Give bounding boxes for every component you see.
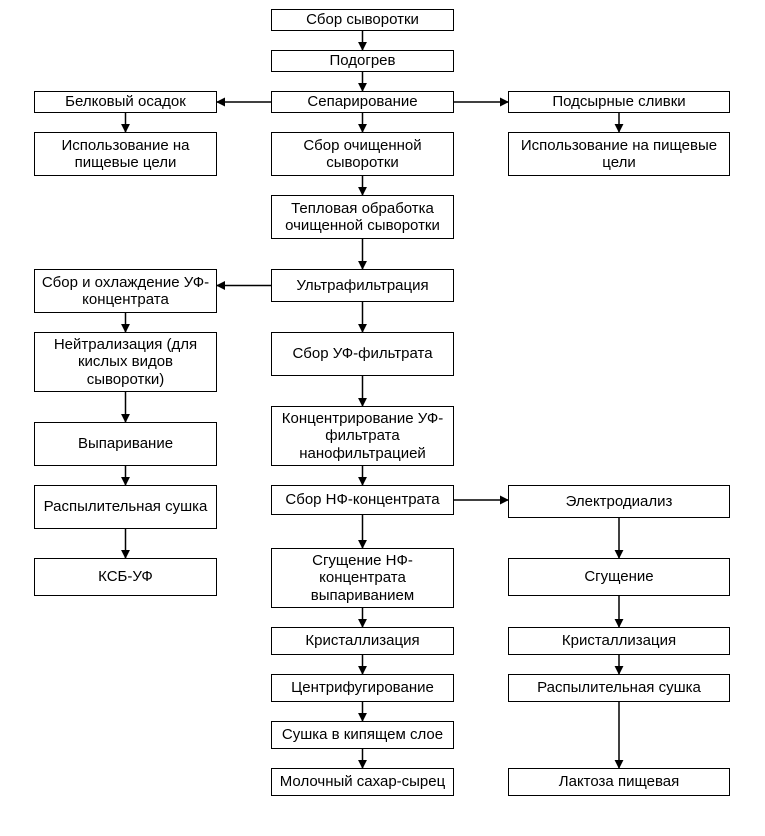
flow-node-c1: Сбор сыворотки xyxy=(271,9,454,31)
flow-node-label: Сбор УФ-фильтрата xyxy=(292,345,432,362)
flow-node-r6: Распылительная сушка xyxy=(508,674,730,702)
flow-node-label: Подсырные сливки xyxy=(552,93,685,110)
flow-node-c9: Сбор НФ-концентрата xyxy=(271,485,454,515)
flow-node-label: Центрифугирование xyxy=(291,679,434,696)
flow-node-label: Сгущение xyxy=(584,568,653,585)
flow-node-l5: Выпаривание xyxy=(34,422,217,466)
flow-node-label: Кристаллизация xyxy=(562,632,676,649)
flow-node-l7: КСБ-УФ xyxy=(34,558,217,596)
flow-node-r7: Лактоза пищевая xyxy=(508,768,730,796)
flow-node-c7: Сбор УФ-фильтрата xyxy=(271,332,454,376)
flow-node-c3: Сепарирование xyxy=(271,91,454,113)
flowchart-canvas: Сбор сыворотки Подогрев Сепарирование Сбор … xyxy=(0,0,765,836)
flow-node-c11: Кристаллизация xyxy=(271,627,454,655)
flow-node-c4: Сбор очищенной сыворотки xyxy=(271,132,454,176)
flow-node-label: Сбор и охлаждение УФ-концентрата xyxy=(39,274,212,309)
flow-node-label: Использование на пищевые цели xyxy=(39,137,212,172)
flow-node-r1: Подсырные сливки xyxy=(508,91,730,113)
flow-node-label: КСБ-УФ xyxy=(98,568,153,585)
flow-node-label: Подогрев xyxy=(329,52,395,69)
flow-node-label: Концентрирование УФ-фильтрата нанофильтр… xyxy=(276,410,449,462)
flow-node-label: Тепловая обработка очищенной сыворотки xyxy=(276,200,449,235)
flow-node-l6: Распылительная сушка xyxy=(34,485,217,529)
flow-node-l3: Сбор и охлаждение УФ-концентрата xyxy=(34,269,217,313)
flow-node-label: Лактоза пищевая xyxy=(559,773,679,790)
flow-node-label: Сепарирование xyxy=(307,93,417,110)
flow-node-l4: Нейтрализация (для кислых видов сыворотк… xyxy=(34,332,217,392)
flow-node-label: Сбор очищенной сыворотки xyxy=(276,137,449,172)
flow-node-label: Сбор сыворотки xyxy=(306,11,419,28)
flow-node-label: Молочный сахар-сырец xyxy=(280,773,445,790)
flow-node-label: Электродиализ xyxy=(566,493,673,510)
flow-node-c5: Тепловая обработка очищенной сыворотки xyxy=(271,195,454,239)
flow-node-label: Сбор НФ-концентрата xyxy=(285,491,439,508)
flow-node-r2: Использование на пищевые цели xyxy=(508,132,730,176)
flow-node-c14: Молочный сахар-сырец xyxy=(271,768,454,796)
flow-node-c13: Сушка в кипящем слое xyxy=(271,721,454,749)
flow-node-r3: Электродиализ xyxy=(508,485,730,518)
flow-node-label: Белковый осадок xyxy=(65,93,186,110)
flow-node-c10: Сгущение НФ-концентрата выпариванием xyxy=(271,548,454,608)
flow-node-c12: Центрифугирование xyxy=(271,674,454,702)
flow-node-r4: Сгущение xyxy=(508,558,730,596)
flow-node-r5: Кристаллизация xyxy=(508,627,730,655)
flow-node-label: Сушка в кипящем слое xyxy=(282,726,443,743)
flow-node-label: Сгущение НФ-концентрата выпариванием xyxy=(276,552,449,604)
flow-node-c2: Подогрев xyxy=(271,50,454,72)
flow-node-c6: Ультрафильтрация xyxy=(271,269,454,302)
flow-node-l1: Белковый осадок xyxy=(34,91,217,113)
flow-node-l2: Использование на пищевые цели xyxy=(34,132,217,176)
flow-node-c8: Концентрирование УФ-фильтрата нанофильтр… xyxy=(271,406,454,466)
flow-node-label: Распылительная сушка xyxy=(44,498,208,515)
flow-node-label: Нейтрализация (для кислых видов сыворотк… xyxy=(39,336,212,388)
flow-node-label: Кристаллизация xyxy=(305,632,419,649)
flow-node-label: Ультрафильтрация xyxy=(296,277,428,294)
flow-node-label: Распылительная сушка xyxy=(537,679,701,696)
flow-node-label: Выпаривание xyxy=(78,435,173,452)
flow-node-label: Использование на пищевые цели xyxy=(513,137,725,172)
